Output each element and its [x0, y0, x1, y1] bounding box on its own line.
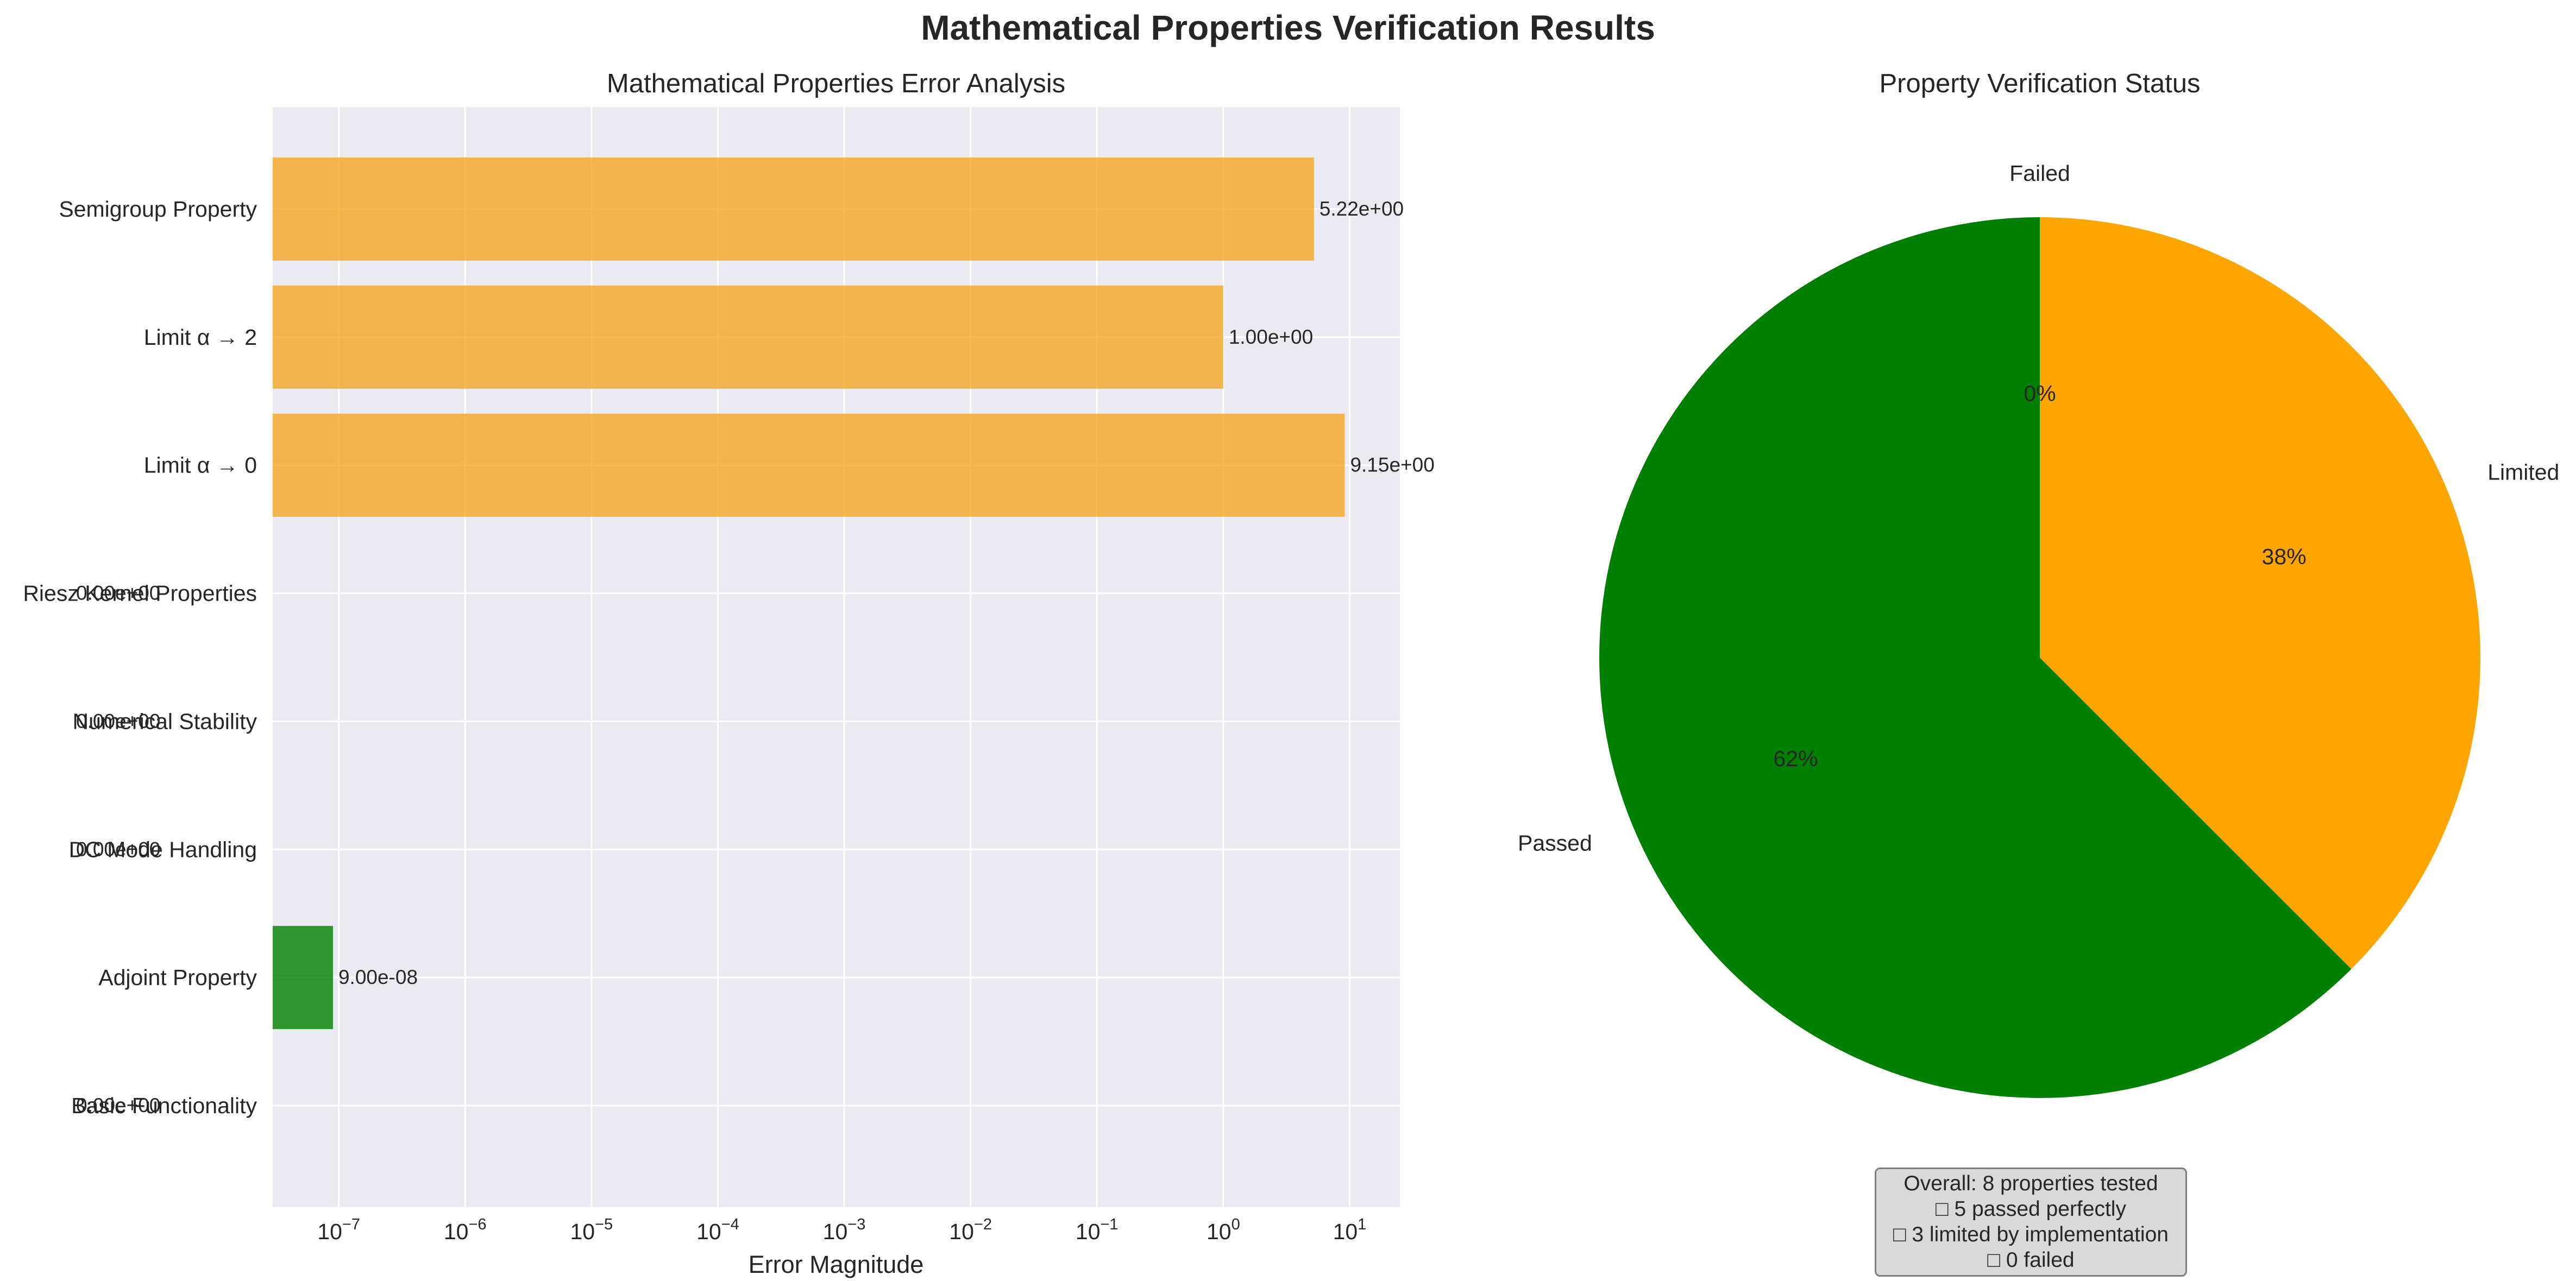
summary-line-failed: □ 0 failed — [1987, 1248, 2075, 1272]
x-tick-label: 10−6 — [444, 1216, 487, 1244]
bar — [273, 157, 1314, 261]
x-tick-label: 100 — [1207, 1216, 1240, 1244]
x-tick-exponent: −2 — [974, 1216, 992, 1233]
x-tick-exponent: −5 — [595, 1216, 613, 1233]
x-tick-base: 10 — [696, 1219, 721, 1244]
x-tick-exponent: −6 — [468, 1216, 486, 1233]
pie-slice-label: Limited — [2487, 460, 2559, 485]
bar-category-label: DC Mode Handling — [69, 837, 257, 862]
bar-plot-area — [273, 107, 1400, 1207]
bar-value-label: 1.00e+00 — [1229, 326, 1313, 348]
pie-percent-label: 62% — [1773, 746, 1818, 771]
bar-x-tick-labels: 10−7 10−6 10−5 10−4 10−3 10−2 10−1 100 101 — [317, 1216, 1366, 1244]
pie-slice — [1599, 217, 2352, 1098]
pie-percent-label: 0% — [2024, 381, 2056, 406]
bar-category-label: Semigroup Property — [59, 197, 257, 222]
bar — [273, 926, 333, 1030]
bar-value-label: 9.00e-08 — [338, 966, 418, 988]
x-tick-exponent: −7 — [342, 1216, 360, 1233]
x-tick-exponent: −1 — [1101, 1216, 1119, 1233]
x-tick-base: 10 — [823, 1219, 848, 1244]
x-tick-exponent: −3 — [847, 1216, 865, 1233]
summary-line-total: Overall: 8 properties tested — [1903, 1172, 2158, 1195]
figure-title: Mathematical Properties Verification Res… — [921, 8, 1655, 47]
bar — [273, 285, 1223, 389]
summary-line-limited: □ 3 limited by implementation — [1893, 1223, 2169, 1246]
bar-category-label: Basic Functionality — [71, 1093, 257, 1118]
bar-value-label: 0.00e+00 — [76, 582, 160, 604]
bar-value-label: 0.00e+00 — [76, 1094, 160, 1116]
x-tick-label: 10−2 — [949, 1216, 992, 1244]
x-tick-base: 10 — [1207, 1219, 1232, 1244]
x-tick-base: 10 — [1076, 1219, 1101, 1244]
x-tick-exponent: 1 — [1358, 1216, 1366, 1233]
x-tick-base: 10 — [570, 1219, 595, 1244]
x-tick-base: 10 — [317, 1219, 342, 1244]
bar — [273, 413, 1345, 517]
bar-value-label: 9.15e+00 — [1350, 454, 1434, 476]
bar-category-label: Riesz Kernel Properties — [23, 581, 257, 606]
x-tick-label: 101 — [1333, 1216, 1367, 1244]
pie-labels: Passed 62% Limited 38% Failed 0% — [1518, 161, 2559, 855]
bar-category-label: Limit α → 0 — [144, 453, 257, 478]
x-tick-label: 10−5 — [570, 1216, 613, 1244]
bar-value-labels: 5.22e+00 1.00e+00 9.15e+00 0.00e+00 0.00e+00… — [76, 198, 1435, 1116]
pie-slices — [1599, 217, 2480, 1098]
bar-value-label: 0.00e+00 — [76, 710, 160, 732]
pie-slice-label: Passed — [1518, 830, 1592, 855]
summary-box: Overall: 8 properties tested □ 5 passed … — [1875, 1168, 2187, 1277]
x-tick-label: 10−7 — [317, 1216, 360, 1244]
x-tick-base: 10 — [1333, 1219, 1358, 1244]
bar-category-label: Adjoint Property — [98, 965, 257, 990]
x-tick-base: 10 — [949, 1219, 974, 1244]
bar-category-label: Numerical Stability — [73, 709, 257, 734]
bar-category-label: Limit α → 2 — [144, 325, 257, 350]
bar-x-axis-label: Error Magnitude — [749, 1251, 924, 1278]
x-tick-exponent: −4 — [721, 1216, 739, 1233]
pie-slice-label: Failed — [2009, 161, 2070, 186]
pie-slice — [2040, 217, 2480, 969]
bar-chart-title: Mathematical Properties Error Analysis — [607, 69, 1065, 98]
x-tick-label: 10−3 — [823, 1216, 866, 1244]
bar-value-label: 5.22e+00 — [1320, 198, 1404, 220]
pie-percent-label: 38% — [2262, 544, 2307, 569]
bar-category-labels: Semigroup Property Limit α → 2 Limit α → 0… — [23, 197, 257, 1118]
x-tick-label: 10−1 — [1076, 1216, 1119, 1244]
pie-chart-title: Property Verification Status — [1879, 69, 2200, 98]
x-tick-label: 10−4 — [696, 1216, 739, 1244]
bar-series — [273, 157, 1345, 1030]
x-tick-exponent: 0 — [1232, 1216, 1240, 1233]
summary-line-passed: □ 5 passed perfectly — [1936, 1197, 2126, 1221]
x-tick-base: 10 — [444, 1219, 469, 1244]
bar-value-label: 0.00e+00 — [76, 838, 160, 860]
